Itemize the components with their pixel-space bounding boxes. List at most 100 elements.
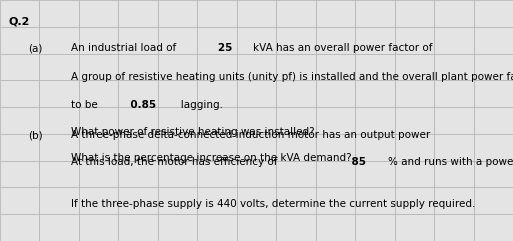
Bar [158, 187, 198, 214]
Bar [198, 107, 237, 134]
Bar [237, 80, 276, 107]
Bar [40, 187, 79, 214]
Bar [355, 187, 394, 214]
Bar [158, 80, 198, 107]
Bar [40, 107, 79, 134]
Text: A group of resistive heating units (unity pf) is installed and the overall plant: A group of resistive heating units (unit… [71, 72, 513, 82]
Bar [315, 214, 355, 241]
Bar [394, 80, 434, 107]
Bar [119, 187, 158, 214]
Bar [0, 27, 40, 54]
Bar [315, 80, 355, 107]
Bar [276, 107, 315, 134]
Bar [198, 187, 237, 214]
Bar [394, 134, 434, 161]
Bar [473, 27, 513, 54]
Bar [434, 107, 473, 134]
Bar [198, 27, 237, 54]
Bar [79, 54, 119, 80]
Bar [237, 187, 276, 214]
Bar [198, 161, 237, 187]
Bar [473, 80, 513, 107]
Text: (b): (b) [28, 130, 43, 140]
Text: 0.85: 0.85 [105, 100, 156, 110]
Bar [315, 0, 355, 27]
Bar [315, 161, 355, 187]
Bar [79, 161, 119, 187]
Bar [276, 187, 315, 214]
Text: If the three-phase supply is 440 volts, determine the current supply required.: If the three-phase supply is 440 volts, … [71, 199, 475, 209]
Bar [315, 27, 355, 54]
Bar [237, 214, 276, 241]
Bar [434, 161, 473, 187]
Bar [276, 134, 315, 161]
Bar [434, 80, 473, 107]
Bar [158, 134, 198, 161]
Bar [434, 27, 473, 54]
Bar [198, 80, 237, 107]
Text: 0.70: 0.70 [485, 43, 513, 53]
Bar [237, 27, 276, 54]
Bar [0, 0, 40, 27]
Bar [119, 161, 158, 187]
Bar [276, 80, 315, 107]
Text: An industrial load of: An industrial load of [71, 43, 176, 53]
Bar [40, 27, 79, 54]
Bar [355, 214, 394, 241]
Bar [79, 134, 119, 161]
Bar [0, 107, 40, 134]
Bar [0, 54, 40, 80]
Bar [434, 134, 473, 161]
Bar [0, 134, 40, 161]
Bar [315, 134, 355, 161]
Bar [0, 80, 40, 107]
Bar [473, 187, 513, 214]
Bar [315, 107, 355, 134]
Bar [79, 0, 119, 27]
Text: to be: to be [71, 100, 97, 110]
Bar [394, 0, 434, 27]
Bar [40, 134, 79, 161]
Bar [79, 187, 119, 214]
Bar [276, 27, 315, 54]
Text: What is the percentage increase on the kVA demand?: What is the percentage increase on the k… [71, 153, 351, 163]
Bar [119, 54, 158, 80]
Bar [394, 54, 434, 80]
Bar [237, 54, 276, 80]
Bar [237, 134, 276, 161]
Bar [473, 161, 513, 187]
Bar [79, 80, 119, 107]
Bar [119, 27, 158, 54]
Bar [119, 0, 158, 27]
Bar [355, 27, 394, 54]
Bar [79, 27, 119, 54]
Bar [237, 107, 276, 134]
Text: (a): (a) [28, 43, 43, 53]
Bar [198, 54, 237, 80]
Bar [434, 214, 473, 241]
Bar [434, 187, 473, 214]
Bar [394, 107, 434, 134]
Text: Q.2: Q.2 [8, 17, 30, 27]
Bar [198, 0, 237, 27]
Bar [119, 107, 158, 134]
Text: A three-phase delta-connected induction motor has an output power: A three-phase delta-connected induction … [71, 130, 430, 140]
Bar [79, 214, 119, 241]
Bar [40, 54, 79, 80]
Bar [0, 187, 40, 214]
Text: At this load, the motor has efficiency of: At this load, the motor has efficiency o… [71, 157, 278, 167]
Bar [198, 214, 237, 241]
Bar [355, 134, 394, 161]
Bar [434, 0, 473, 27]
Bar [394, 27, 434, 54]
Bar [473, 134, 513, 161]
Bar [237, 161, 276, 187]
Bar [394, 214, 434, 241]
Bar [276, 214, 315, 241]
Bar [473, 214, 513, 241]
Text: 25: 25 [207, 43, 243, 53]
Bar [473, 0, 513, 27]
Text: 85: 85 [337, 157, 366, 167]
Bar [276, 161, 315, 187]
Bar [355, 54, 394, 80]
